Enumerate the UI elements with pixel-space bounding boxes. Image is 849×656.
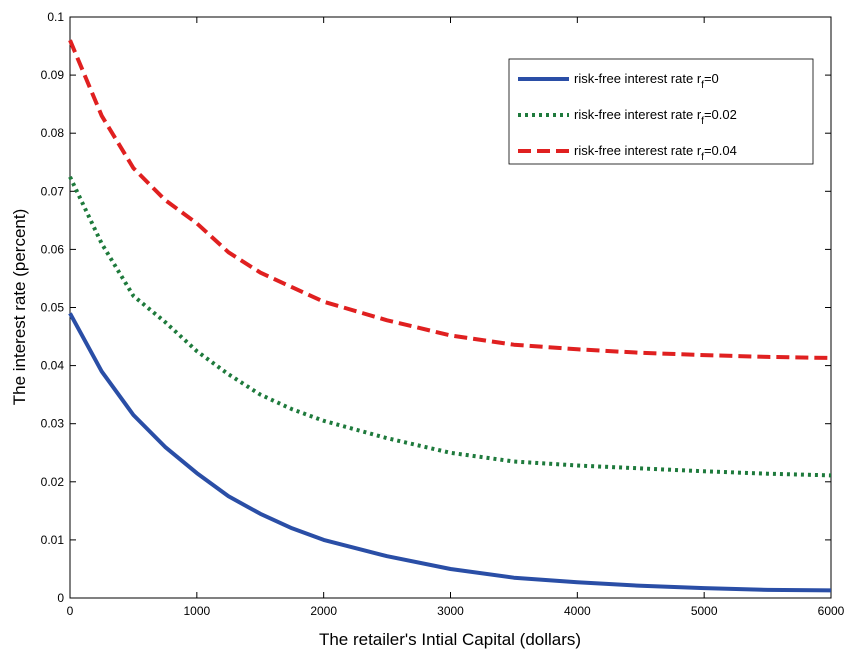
legend-label-subscript: f [701, 80, 704, 91]
legend-label-prefix: risk-free interest rate r [574, 107, 702, 122]
legend-label-suffix: =0 [704, 71, 719, 86]
y-tick-label: 0.06 [41, 242, 65, 256]
legend-label-0: risk-free interest rate rf=0 [574, 71, 719, 91]
y-tick-label: 0.01 [41, 533, 65, 547]
series-line-0 [68, 312, 832, 593]
legend-label-suffix: =0.04 [704, 143, 737, 158]
series-line-1 [68, 175, 832, 478]
series-layer [68, 39, 832, 593]
y-tick-label: 0.09 [41, 68, 65, 82]
y-tick-label: 0.05 [41, 301, 65, 315]
legend-label-prefix: risk-free interest rate r [574, 143, 702, 158]
legend-label-2: risk-free interest rate rf=0.04 [574, 143, 737, 163]
legend-label-1: risk-free interest rate rf=0.02 [574, 107, 737, 127]
x-tick-label: 2000 [310, 604, 337, 618]
y-tick-label: 0.1 [47, 10, 64, 24]
legend-label-prefix: risk-free interest rate r [574, 71, 702, 86]
legend-box [508, 58, 814, 165]
x-axis-title: The retailer's Intial Capital (dollars) [319, 630, 581, 649]
legend-label-subscript: f [701, 152, 704, 163]
x-tick-label: 6000 [818, 604, 845, 618]
y-tick-label: 0.08 [41, 126, 65, 140]
legend-label-subscript: f [701, 116, 704, 127]
y-tick-label: 0.04 [41, 359, 65, 373]
x-tick-label: 0 [67, 604, 74, 618]
x-axis-ticks: 0 1000 2000 3000 4000 5000 6000 [67, 17, 845, 618]
legend-label-suffix: =0.02 [704, 107, 737, 122]
y-tick-label: 0.02 [41, 475, 65, 489]
y-axis-ticks: 0 0.01 0.02 0.03 0.04 0.05 0.06 0.07 0.08 0.09 0.1 [41, 10, 831, 605]
y-tick-label: 0.03 [41, 417, 65, 431]
y-axis-title: The interest rate (percent) [10, 209, 29, 406]
x-tick-label: 1000 [183, 604, 210, 618]
x-tick-label: 4000 [564, 604, 591, 618]
x-tick-label: 3000 [437, 604, 464, 618]
series-line-2 [68, 39, 832, 360]
y-tick-label: 0.07 [41, 184, 65, 198]
y-tick-label: 0 [57, 591, 64, 605]
x-tick-label: 5000 [691, 604, 718, 618]
